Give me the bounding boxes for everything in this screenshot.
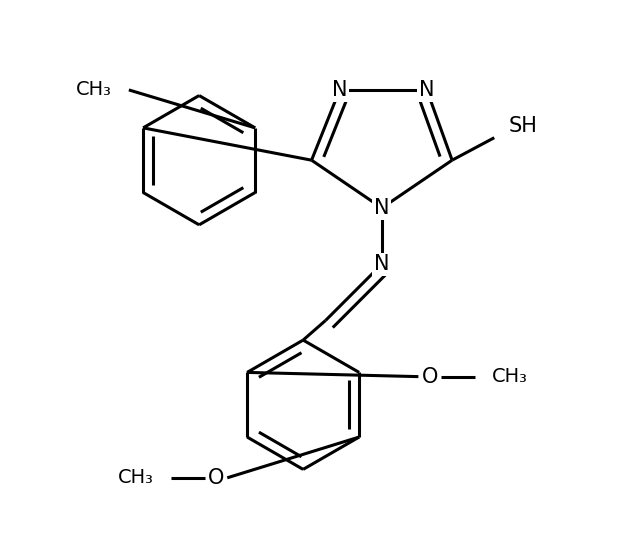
Text: CH₃: CH₃: [76, 81, 112, 99]
Text: CH₃: CH₃: [118, 468, 154, 488]
Text: N: N: [374, 254, 390, 274]
Text: SH: SH: [508, 116, 537, 137]
Text: O: O: [208, 468, 224, 488]
Text: N: N: [374, 198, 390, 218]
Text: N: N: [332, 80, 348, 100]
Text: N: N: [419, 80, 435, 100]
Text: O: O: [421, 367, 438, 387]
Text: CH₃: CH₃: [492, 367, 527, 386]
